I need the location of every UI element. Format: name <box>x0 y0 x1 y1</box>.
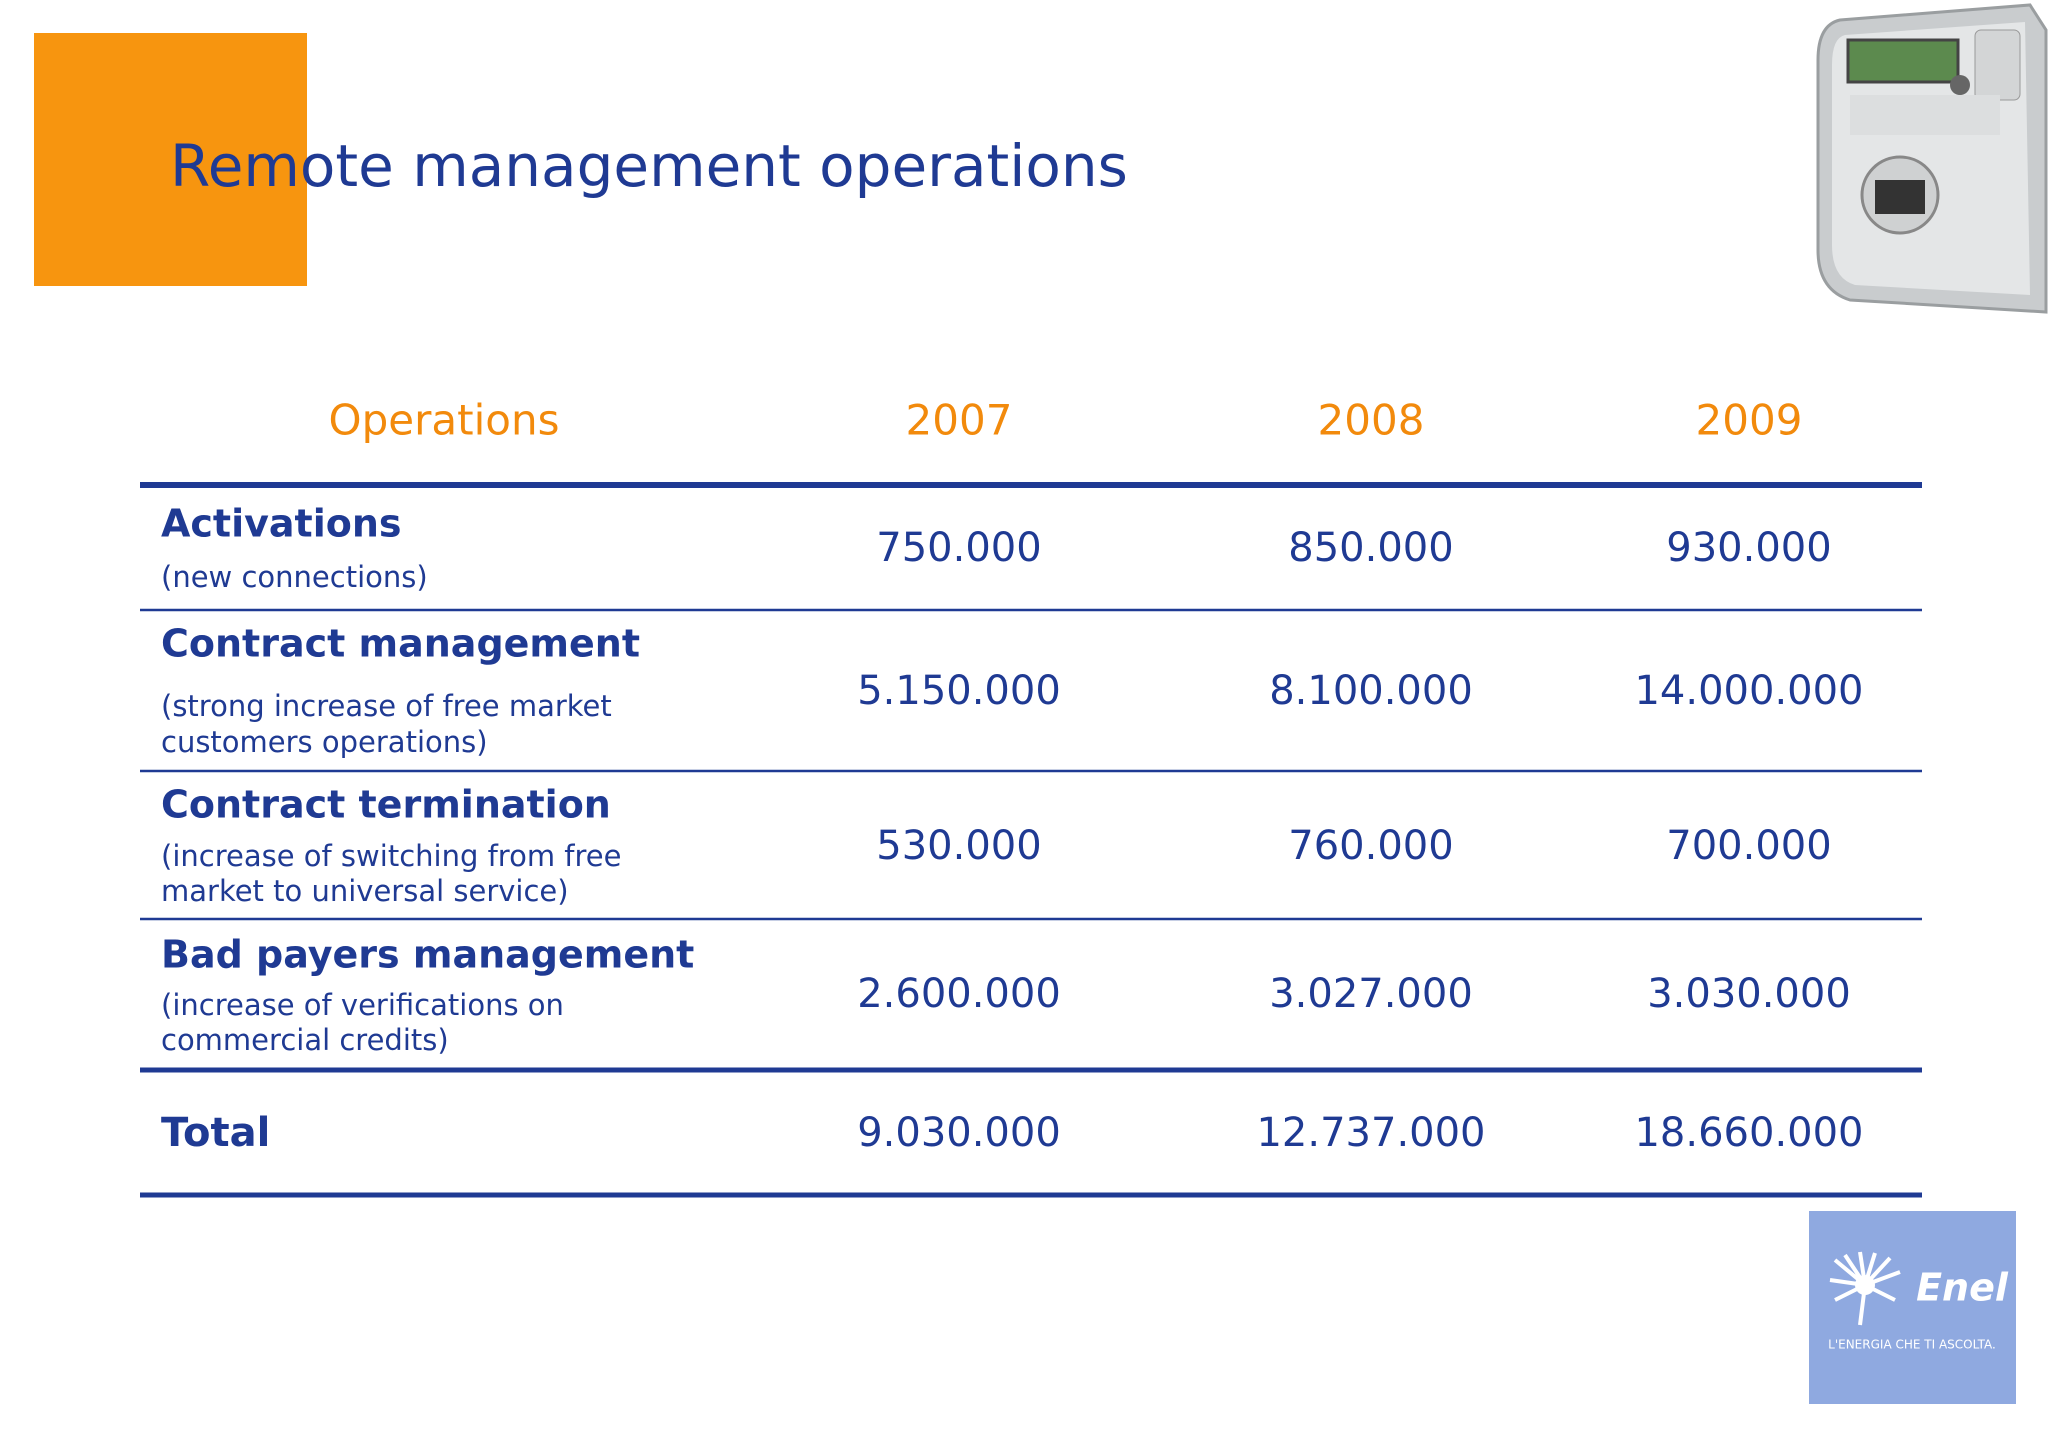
row-note: (strong increase of free market <box>161 689 612 723</box>
row-note: commercial credits) <box>161 1023 449 1057</box>
row-note: (new connections) <box>161 560 428 594</box>
row-value: 760.000 <box>1288 823 1453 869</box>
row-label: Bad payers management <box>161 933 694 977</box>
total-value: 9.030.000 <box>857 1110 1061 1156</box>
row-value: 930.000 <box>1666 525 1831 571</box>
header-cell: 2008 <box>1318 396 1425 445</box>
row-value: 750.000 <box>876 525 1041 571</box>
total-value: 12.737.000 <box>1256 1110 1485 1156</box>
row-note: (increase of switching from free <box>161 839 621 873</box>
header-cell: 2007 <box>906 396 1013 445</box>
row-label: Contract management <box>161 622 640 666</box>
slide-title: Remote management operations <box>170 132 1128 200</box>
row-note: market to universal service) <box>161 874 569 908</box>
row-label: Activations <box>161 502 402 546</box>
logo-mark <box>1829 1251 1901 1326</box>
header-cell: 2009 <box>1696 396 1803 445</box>
row-value: 850.000 <box>1288 525 1453 571</box>
row-value: 2.600.000 <box>857 971 1061 1017</box>
orange-square <box>34 33 307 286</box>
row-value: 530.000 <box>876 823 1041 869</box>
logo-name: Enel <box>1916 1266 2009 1310</box>
logo-box <box>1809 1211 2016 1404</box>
logo-tagline: L'ENERGIA CHE TI ASCOLTA. <box>1828 1338 1996 1352</box>
row-note: customers operations) <box>161 725 488 759</box>
row-value: 5.150.000 <box>857 668 1061 714</box>
total-value: 18.660.000 <box>1634 1110 1863 1156</box>
row-value: 700.000 <box>1666 823 1831 869</box>
total-label: Total <box>161 1110 270 1156</box>
row-value: 3.027.000 <box>1269 971 1473 1017</box>
row-value: 14.000.000 <box>1634 668 1863 714</box>
header-cell: Operations <box>329 396 560 445</box>
meter-illustration <box>1816 3 2048 314</box>
row-value: 8.100.000 <box>1269 668 1473 714</box>
row-note: (increase of verifications on <box>161 988 564 1022</box>
row-value: 3.030.000 <box>1647 971 1851 1017</box>
row-label: Contract termination <box>161 783 611 827</box>
